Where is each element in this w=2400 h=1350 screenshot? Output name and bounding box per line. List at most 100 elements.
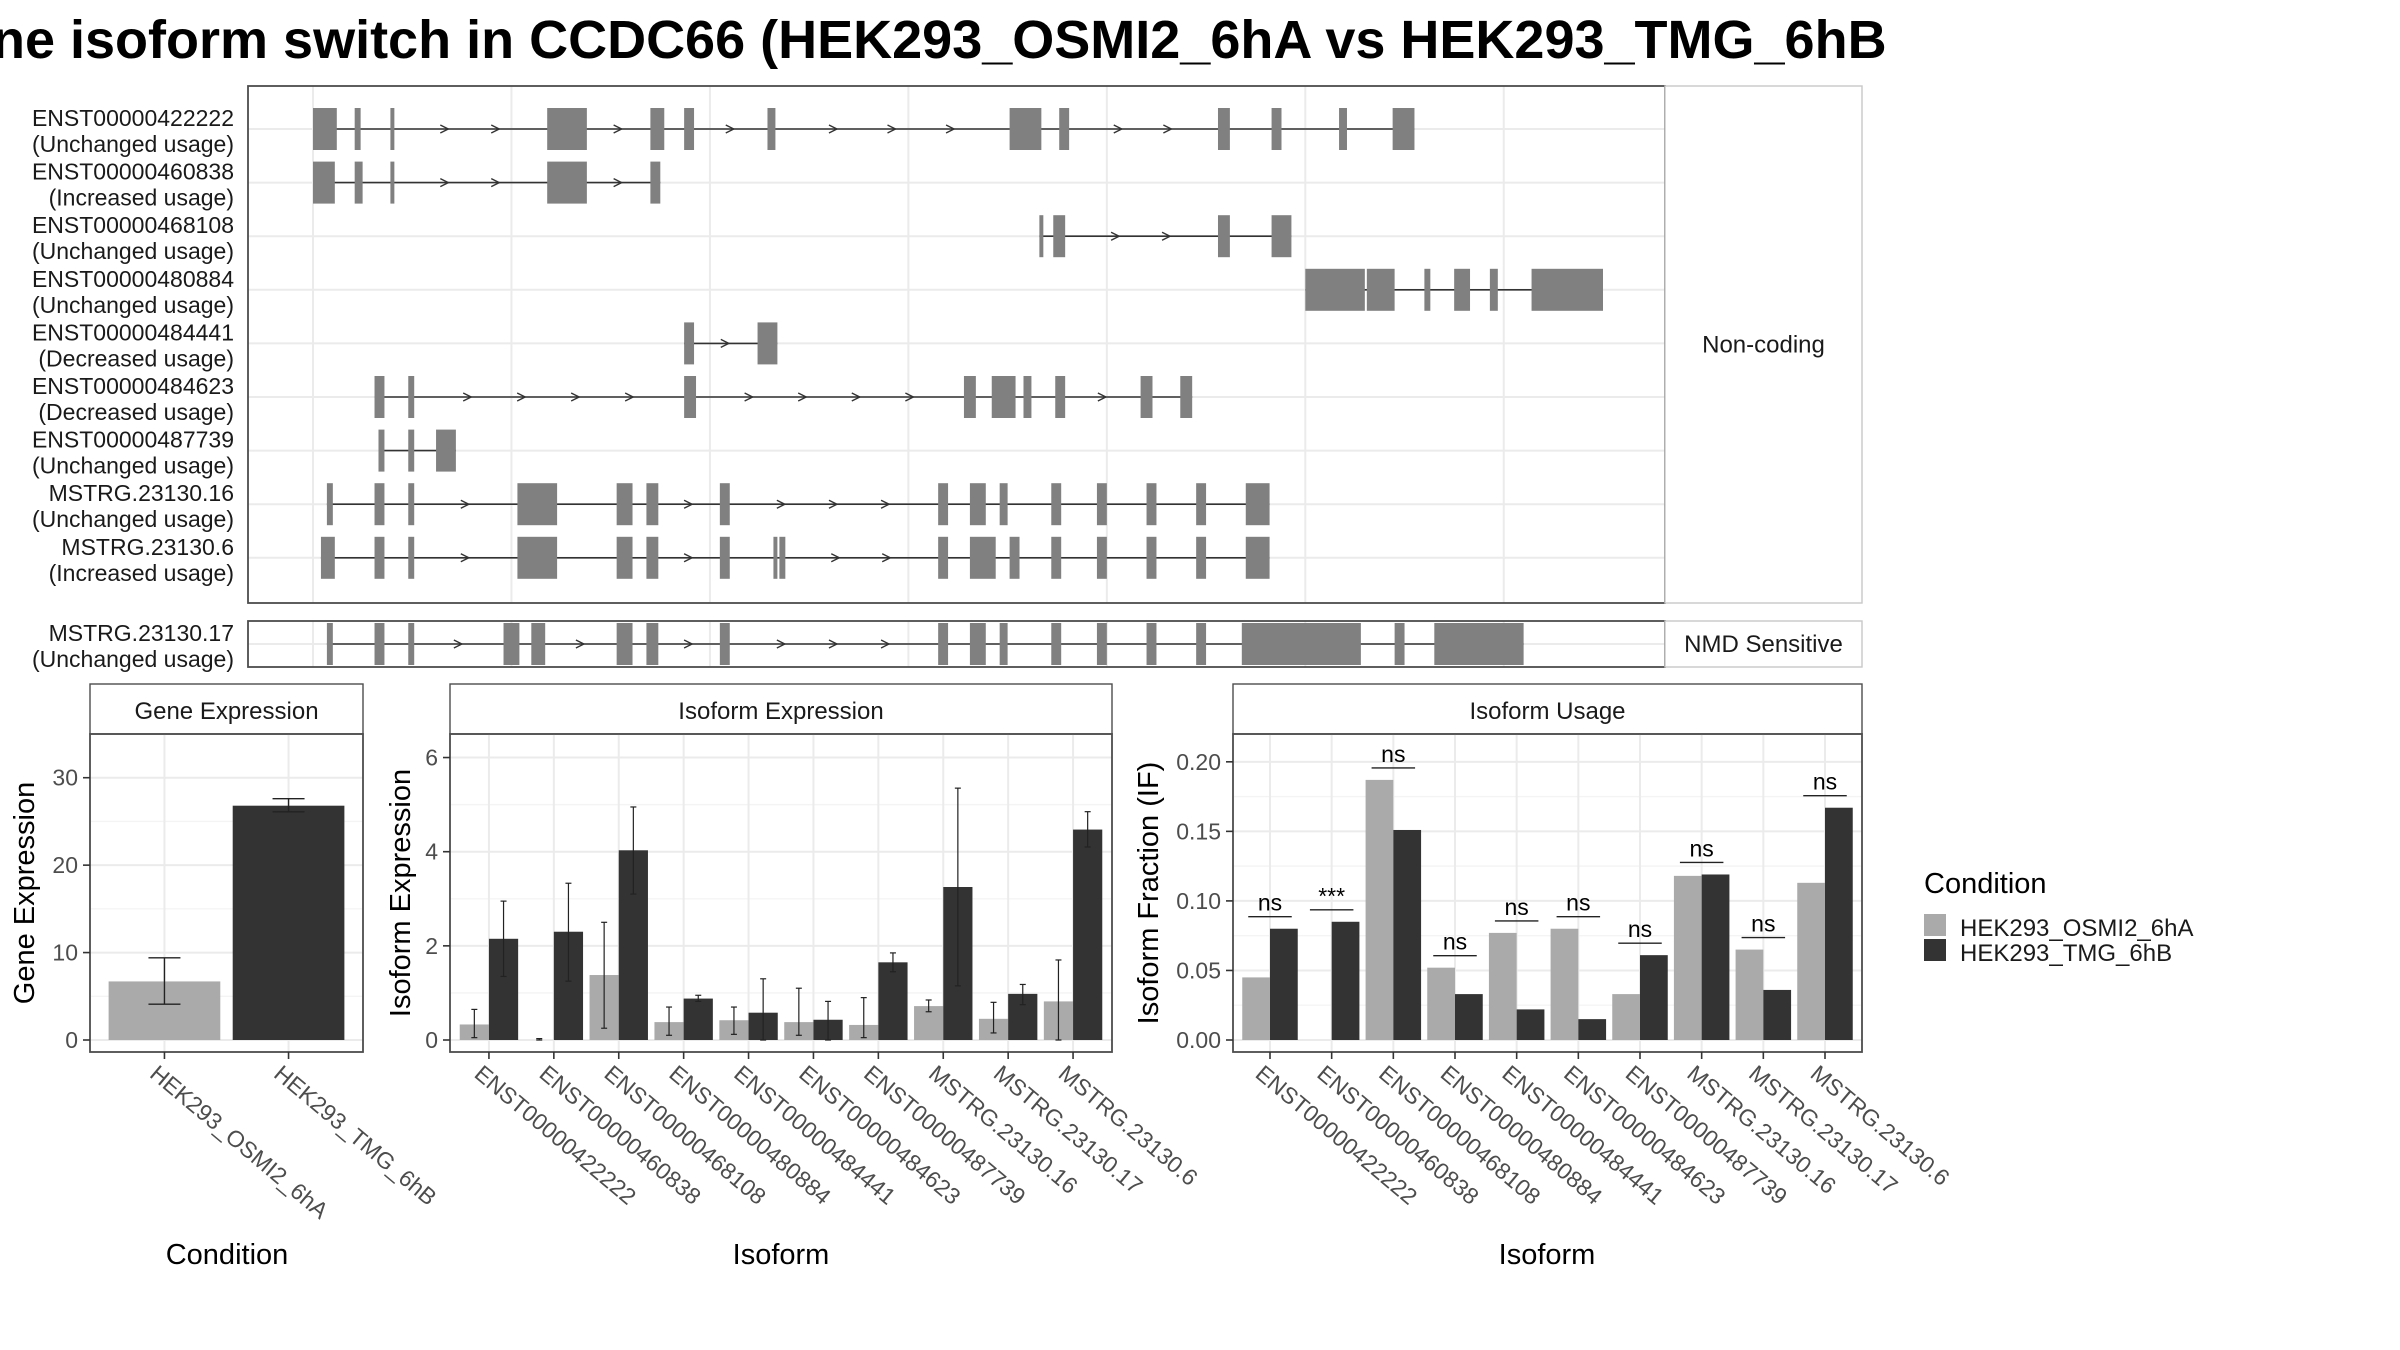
exon-block (1096, 623, 1107, 665)
direction-arrow (881, 553, 892, 563)
transcript-row: MSTRG.23130.6(Increased usage) (49, 534, 1270, 586)
direction-arrow (1113, 124, 1124, 134)
exon-block (1053, 215, 1066, 258)
x-axis-title: Isoform (1499, 1239, 1596, 1271)
direction-arrow (462, 392, 473, 402)
x-axis-title: Condition (166, 1239, 289, 1271)
transcript-usage-label: (Increased usage) (49, 560, 234, 586)
bar-cond2 (1701, 874, 1730, 1040)
exon-block (1454, 268, 1471, 311)
exon-block (757, 322, 778, 365)
transcript-row: ENST00000484623(Decreased usage) (32, 373, 1193, 425)
direction-arrow (905, 392, 915, 402)
direction-arrow (880, 499, 891, 509)
legend-swatch-cond1 (1924, 914, 1946, 936)
exon-block (684, 376, 697, 418)
transcript-row: ENST00000468108(Unchanged usage) (32, 212, 1292, 264)
exon-block (719, 536, 730, 579)
exon-block (646, 536, 659, 579)
exon-block (1051, 623, 1062, 665)
transcript-row: ENST00000487739(Unchanged usage) (32, 427, 456, 479)
bar-cond1 (1735, 949, 1764, 1040)
transcript-row: ENST00000460838(Increased usage) (32, 159, 661, 211)
bar-cond1 (1612, 994, 1640, 1040)
exon-block (646, 623, 659, 665)
transcript-id-label: ENST00000487739 (32, 427, 234, 453)
bar-cond2 (1073, 829, 1103, 1040)
transcript-row: ENST00000484441(Decreased usage) (32, 319, 778, 371)
transcript-usage-label: (Unchanged usage) (32, 506, 234, 532)
direction-arrow (683, 499, 694, 509)
direction-arrow (439, 177, 450, 188)
bar-cond1 (1365, 779, 1394, 1040)
transcript-id-label: ENST00000468108 (32, 212, 234, 238)
transcript-usage-label: (Increased usage) (49, 185, 234, 211)
direction-arrow (828, 639, 839, 649)
direction-arrow (460, 553, 471, 563)
exon-block (1305, 268, 1365, 311)
direction-arrow (776, 639, 787, 649)
exon-block (1217, 108, 1230, 150)
exon-block (378, 429, 385, 472)
direction-arrow (683, 639, 694, 649)
direction-arrow (828, 499, 839, 509)
y-tick-label: 10 (52, 940, 78, 966)
direction-arrow (744, 392, 755, 402)
y-tick-label: 0 (65, 1027, 78, 1053)
exon-block (1196, 536, 1207, 579)
y-tick-label: 4 (425, 839, 438, 865)
structure-strip (1664, 620, 1863, 668)
bar-cond2 (1270, 928, 1298, 1040)
significance-label: ns (1628, 916, 1652, 942)
y-tick-label: 6 (425, 745, 438, 771)
direction-arrow (460, 499, 471, 509)
direction-arrow (1097, 392, 1108, 402)
bar-panel-2: Isoform Usage ns *** ns ns ns ns ns ns ns ns 0.00 0.… (1133, 683, 1955, 1271)
structure-group-0: ENST00000422222(Unchanged usage)ENST0000… (32, 85, 1863, 604)
significance-label: ns (1505, 894, 1529, 920)
direction-arrow (1161, 231, 1172, 241)
transcript-row: MSTRG.23130.16(Unchanged usage) (32, 480, 1270, 532)
significance-label: ns (1690, 835, 1714, 861)
exon-block (1281, 623, 1361, 665)
direction-arrow (570, 392, 581, 402)
transcript-usage-label: (Unchanged usage) (32, 238, 234, 264)
direction-arrow (887, 124, 898, 134)
exon-block (408, 483, 415, 526)
exon-block (650, 161, 661, 204)
bar-cond2 (1825, 807, 1853, 1040)
exon-block (1096, 536, 1107, 579)
transcript-id-label: ENST00000480884 (32, 266, 234, 292)
exon-block (1051, 536, 1062, 579)
transcript-row: ENST00000422222(Unchanged usage) (32, 105, 1415, 157)
bar-cond2 (1455, 994, 1483, 1040)
direction-arrow (453, 639, 464, 649)
direction-arrow (1110, 231, 1121, 241)
exon-block (1196, 623, 1207, 665)
exon-block (354, 161, 363, 204)
exon-block (1489, 268, 1498, 311)
significance-label: ns (1443, 929, 1467, 955)
exon-block (773, 536, 778, 579)
exon-block (408, 536, 415, 579)
exon-block (547, 108, 587, 150)
legend-label-cond1: HEK293_OSMI2_6hA (1960, 915, 2193, 942)
exon-block (1055, 376, 1066, 418)
transcript-usage-label: (Unchanged usage) (32, 292, 234, 318)
exon-block (963, 376, 976, 418)
bar-cond2 (1763, 989, 1792, 1040)
transcript-id-label: ENST00000484441 (32, 319, 234, 345)
exon-block (390, 161, 395, 204)
exon-block (517, 483, 558, 526)
bar-cond1 (1242, 977, 1270, 1040)
exon-block (938, 483, 949, 526)
exon-block (326, 623, 333, 665)
exon-block (1039, 215, 1044, 258)
exon-block (320, 536, 335, 579)
exon-block (1245, 483, 1270, 526)
transcript-usage-label: (Decreased usage) (38, 345, 234, 371)
exon-block (719, 483, 730, 526)
exon-block (1424, 268, 1431, 311)
exon-block (436, 429, 456, 472)
structure-group-1: MSTRG.23130.17(Unchanged usage) NMD Sensi… (32, 620, 1863, 672)
